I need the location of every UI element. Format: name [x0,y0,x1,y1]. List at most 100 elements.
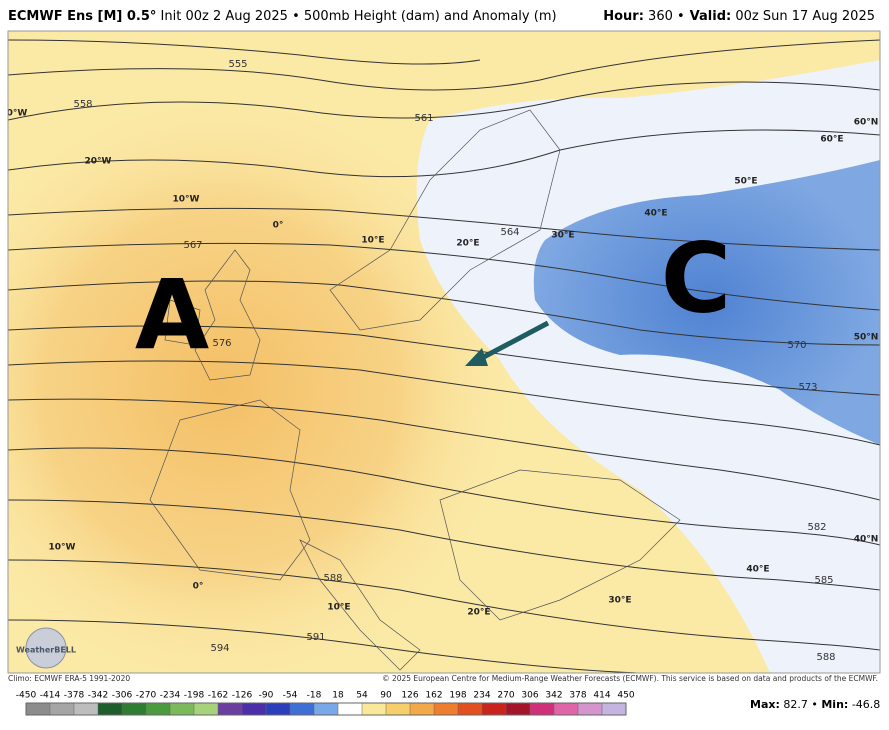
colorbar-tick-label: 90 [380,691,392,701]
colorbar-tick-label: -450 [16,691,37,701]
logo-circle [25,627,67,669]
colorbar-swatch [530,703,554,715]
logo: WeatherBELL [16,646,76,655]
grid-label: 20°E [467,608,490,618]
colorbar: -450 -414 -378 -342 -306 -270 -234 -198 -162 -126… [16,691,635,716]
colorbar-tick-label: -198 [184,691,205,701]
colorbar-tick-label: 18 [332,691,344,701]
colorbar-tick-label: 198 [449,691,466,701]
colorbar-tick-label: 342 [545,691,562,701]
colorbar-tick-label: 54 [356,691,368,701]
colorbar-tick-label: -54 [283,691,298,701]
grid-label: 40°N [854,535,879,545]
grid-label: 10°E [361,236,384,246]
grid-label: 40°E [644,209,667,219]
colorbar-swatch [602,703,626,715]
contour-label: 567 [183,240,202,251]
grid-label: 10°W [173,195,200,205]
header-right: Hour: 360 • Valid: 00z Sun 17 Aug 2025 [603,9,880,27]
contour-label: 555 [228,59,247,70]
copyright: © 2025 European Centre for Medium-Range … [382,674,878,683]
colorbar-tick-label: 162 [425,691,442,701]
high-marker: A [135,259,209,371]
colorbar-tick-label: -162 [208,691,228,701]
colorbar-swatch [434,703,458,715]
arrow-head [465,348,488,366]
colorbar-swatch [194,703,218,715]
grid-label: 0° [193,582,204,592]
positive-anomaly [8,90,520,673]
low-marker: C [661,222,731,334]
contour-label: 573 [798,382,817,393]
colorbar-swatch [122,703,146,715]
hour: 360 • [648,9,685,24]
grid-label: 10°E [327,603,350,613]
colorbar-swatch [410,703,434,715]
colorbar-swatch [218,703,242,715]
model: ECMWF Ens [M] 0.5° [8,9,157,24]
grid-label: 40°E [746,565,769,575]
colorbar-swatch [554,703,578,715]
colorbar-tick-label: -234 [160,691,181,701]
colorbar-swatch [170,703,194,715]
colorbar-swatch [386,703,410,715]
min: -46.8 [852,698,880,711]
arrow [476,320,550,363]
grid-label: 0° [273,221,284,231]
colorbar-swatch [338,703,362,715]
grid-label: 60°E [820,135,843,145]
contour-label: 588 [323,573,342,584]
colorbar-swatch [74,703,98,715]
colorbar-swatch [458,703,482,715]
colorbar-swatch [98,703,122,715]
contour-label: 576 [212,338,231,349]
colorbar-tick-label: -378 [64,691,85,701]
header-left: ECMWF Ens [M] 0.5° Init 00z 2 Aug 2025 •… [8,9,562,27]
colorbar-tick-label: -126 [232,691,253,701]
colorbar-tick-label: 126 [401,691,418,701]
colorbar-swatch [266,703,290,715]
colorbar-swatch [482,703,506,715]
contour-label: 591 [306,632,325,643]
grid-label: 10°W [49,543,76,553]
grid-label: 20°W [85,157,112,167]
colorbar-swatch [26,703,50,715]
contour-label: 558 [73,99,92,110]
colorbar-tick-label: -342 [88,691,108,701]
map-area: A C 555 558 561 564 567 576 570 573 582 585 588 588… [7,31,880,673]
contour-labels: 555 558 561 564 567 576 570 573 582 585 588 588 591 5… [73,59,835,663]
colorbar-swatch [314,703,338,715]
contour-label: 564 [500,227,519,238]
colorbar-tick-label: -414 [40,691,61,701]
min-label: Min: [821,698,848,711]
colorbar-swatch [50,703,74,715]
colorbar-tick-label: 306 [521,691,538,701]
description: Init 00z 2 Aug 2025 • 500mb Height (dam)… [160,9,557,24]
colorbar-swatch [242,703,266,715]
header: ECMWF Ens [M] 0.5° Init 00z 2 Aug 2025 •… [8,9,880,27]
colorbar-swatch [146,703,170,715]
colorbar-swatch [578,703,602,715]
grid-labels: 0°W 20°W 10°W 0° 10°E 20°E 30°E 40°E 50°E 60°E 60°… [7,109,879,618]
colorbar-tick-label: 450 [617,691,634,701]
valid-label: Valid: [689,9,732,24]
colorbar-tick-label: -270 [136,691,157,701]
colorbar-tick-label: 270 [497,691,514,701]
grid-label: 50°N [854,333,879,343]
valid: 00z Sun 17 Aug 2025 [735,9,875,24]
colorbar-tick-label: 378 [569,691,586,701]
grid-label: 30°E [551,231,574,241]
contour-label: 570 [787,340,806,351]
grid-label: 0°W [7,109,28,119]
grid-label: 20°E [456,239,479,249]
colorbar-swatch [506,703,530,715]
colorbar-swatch [362,703,386,715]
max-label: Max: [750,698,780,711]
colorbar-tick-label: -18 [307,691,322,701]
contour-label: 585 [814,575,833,586]
contour-label: 561 [414,113,433,124]
contour-label: 594 [210,643,229,654]
colorbar-tick-label: -90 [259,691,274,701]
